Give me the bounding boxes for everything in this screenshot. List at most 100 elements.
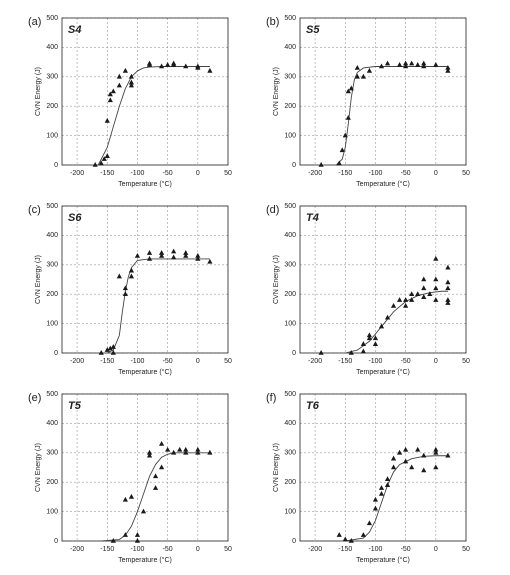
x-tick-label: -50 [401, 170, 411, 177]
data-point [146, 449, 153, 455]
data-point [92, 162, 98, 167]
data-point [116, 73, 122, 79]
x-tick-label: 0 [434, 546, 438, 553]
plot-frame [61, 393, 229, 542]
data-point [339, 147, 345, 153]
data-point [122, 291, 128, 296]
y-tick-label: 300 [284, 450, 296, 457]
y-tick-label: 100 [284, 508, 296, 515]
data-point [134, 538, 141, 543]
data-point [421, 452, 427, 458]
y-tick-label: 500 [46, 15, 58, 22]
data-point [403, 63, 409, 69]
chart-title: T6 [306, 400, 320, 412]
data-point [433, 449, 439, 455]
y-tick-label: 100 [284, 132, 296, 139]
data-point [384, 314, 391, 320]
data-point [421, 60, 427, 66]
data-point [403, 60, 409, 66]
x-tick-label: -150 [100, 170, 114, 177]
x-tick-label: -50 [163, 358, 173, 365]
data-point [403, 297, 409, 302]
data-point [171, 254, 177, 260]
data-point [152, 473, 159, 479]
y-tick-label: 400 [46, 420, 58, 427]
data-point [445, 297, 451, 302]
data-point [390, 455, 397, 461]
x-tick-label: -100 [130, 358, 144, 365]
data-point [122, 67, 128, 73]
y-tick-label: 100 [46, 508, 58, 515]
x-tick-label: 0 [434, 170, 438, 177]
data-point [445, 264, 451, 270]
data-point [409, 297, 415, 302]
data-point [183, 449, 189, 455]
data-point [116, 273, 122, 279]
data-point [183, 63, 189, 69]
x-tick-label: -200 [308, 170, 322, 177]
x-tick-label: -200 [70, 170, 84, 177]
data-point [146, 452, 153, 458]
data-point [409, 464, 415, 470]
data-point [415, 291, 421, 296]
data-point [101, 156, 107, 161]
data-point [415, 446, 421, 452]
data-point [336, 532, 342, 537]
x-tick-label: -100 [368, 170, 382, 177]
data-point [445, 64, 451, 70]
x-axis-label: Temperature (°C) [356, 180, 410, 188]
y-tick-label: 300 [46, 262, 58, 269]
data-point [345, 88, 351, 94]
chart-title: S6 [68, 212, 82, 224]
data-point [378, 485, 385, 490]
data-point [348, 538, 354, 543]
data-point [372, 341, 379, 346]
data-point [159, 250, 165, 255]
data-point [348, 85, 354, 91]
y-tick-label: 400 [284, 420, 296, 427]
chart-title: S4 [68, 24, 81, 36]
y-tick-label: 300 [46, 74, 58, 81]
x-tick-label: -50 [163, 170, 173, 177]
data-point [146, 255, 153, 261]
data-point [318, 350, 324, 355]
data-point [122, 532, 128, 537]
y-axis-label: CVN Energy (J) [273, 443, 280, 492]
y-axis-label: CVN Energy (J) [35, 67, 42, 116]
data-point [433, 62, 439, 67]
data-point [134, 252, 141, 258]
data-point [409, 291, 415, 296]
x-tick-label: 50 [224, 546, 232, 553]
y-tick-label: 500 [284, 203, 296, 210]
y-tick-label: 200 [46, 479, 58, 486]
data-point [360, 341, 366, 346]
data-point [122, 496, 128, 502]
data-point [354, 64, 360, 70]
x-tick-label: -200 [70, 358, 84, 365]
y-axis-label: CVN Energy (J) [35, 255, 42, 304]
data-point [195, 64, 201, 70]
y-tick-label: 300 [284, 262, 296, 269]
data-point [128, 273, 135, 279]
data-point [128, 79, 135, 85]
y-tick-label: 400 [46, 44, 58, 51]
plot-frame [299, 393, 467, 542]
data-point [122, 285, 128, 291]
x-tick-label: 0 [434, 358, 438, 365]
data-point [152, 485, 159, 490]
data-point [366, 67, 373, 73]
fit-curve [101, 452, 210, 542]
data-point [403, 458, 409, 464]
x-tick-label: -150 [100, 546, 114, 553]
data-point [354, 73, 360, 79]
y-tick-label: 500 [284, 391, 296, 398]
data-point [348, 350, 354, 355]
data-point [415, 62, 421, 67]
y-tick-label: 300 [46, 450, 58, 457]
panel-label: (f) [266, 392, 276, 404]
y-tick-label: 400 [284, 232, 296, 239]
panel-label: (e) [28, 392, 41, 404]
panel-label: (d) [266, 204, 279, 216]
data-point [403, 446, 409, 452]
